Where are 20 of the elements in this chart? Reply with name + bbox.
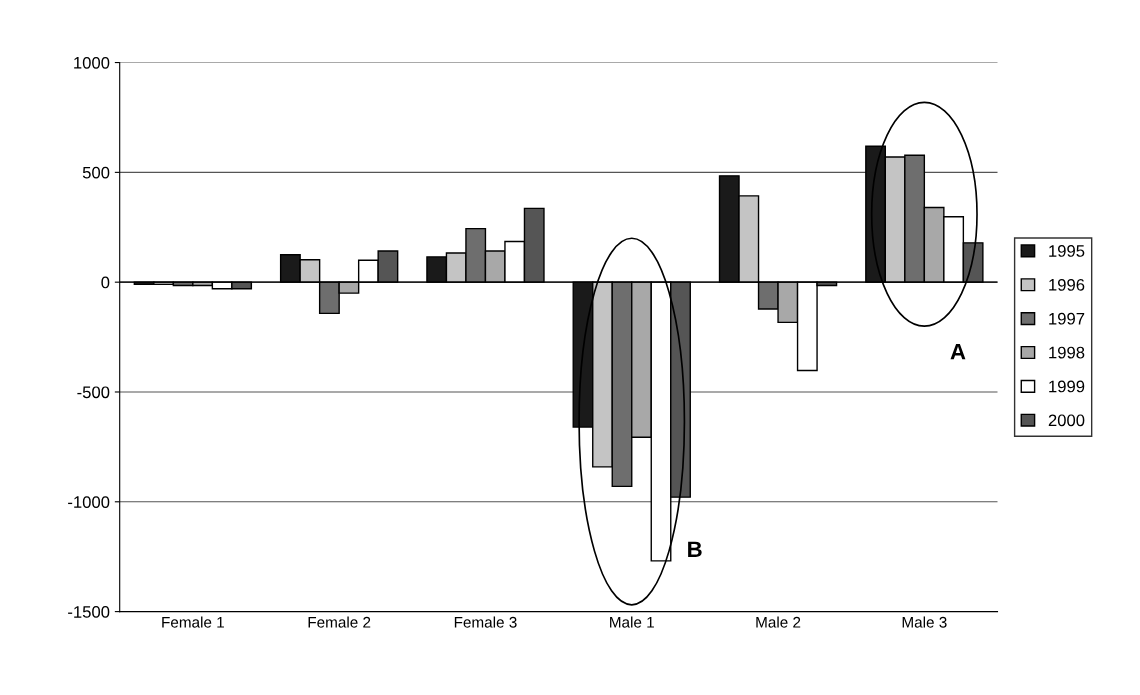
x-tick-label: Female 2	[308, 616, 371, 628]
x-tick-label: Female 1	[162, 616, 224, 628]
y-tick-label: -1500	[68, 606, 110, 618]
y-tick-label: 1000	[74, 56, 110, 69]
legend-label: 1995	[1049, 245, 1085, 257]
legend-label: 1999	[1049, 380, 1085, 393]
legend-label: 1997	[1049, 312, 1085, 325]
legend-label: 1996	[1049, 278, 1085, 291]
legend-label: 1998	[1049, 346, 1085, 359]
y-tick-label: -500	[77, 386, 110, 399]
x-tick-label: Male 2	[756, 616, 801, 628]
y-tick-label: 0	[101, 276, 110, 289]
y-tick-label: 500	[82, 166, 110, 179]
legend-label: 2000	[1048, 414, 1085, 427]
x-tick-label: Male 1	[610, 616, 654, 628]
x-tick-label: Male 3	[902, 616, 947, 628]
annotation: A	[950, 344, 966, 360]
y-tick-label: -1000	[68, 496, 110, 508]
x-tick-label: Female 3	[454, 616, 517, 628]
annotation: B	[688, 541, 702, 557]
